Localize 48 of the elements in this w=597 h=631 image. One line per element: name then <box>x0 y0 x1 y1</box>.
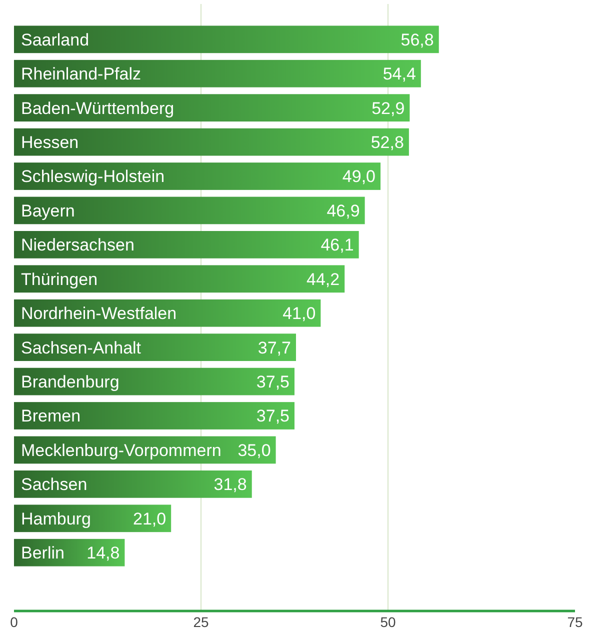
y-tick-label: Rheinland-Pfalz <box>21 64 142 84</box>
y-tick-label: Niedersachsen <box>21 236 134 255</box>
data-label: 37,5 <box>256 372 290 392</box>
bar <box>14 230 359 258</box>
bar <box>14 402 294 430</box>
y-tick-label: Sachsen <box>21 475 88 494</box>
data-label: 54,4 <box>382 64 416 84</box>
y-tick-label: Brandenburg <box>21 372 120 392</box>
y-tick-label: Schleswig-Holstein <box>21 167 165 186</box>
data-label: 56,8 <box>400 30 434 50</box>
x-tick-label: 75 <box>567 614 583 630</box>
y-tick-label: Hessen <box>21 132 79 152</box>
data-label: 21,0 <box>132 509 166 528</box>
data-label: 49,0 <box>342 167 376 186</box>
data-label: 37,7 <box>258 338 291 358</box>
bar <box>14 60 421 88</box>
data-label: 31,8 <box>214 475 247 494</box>
bar <box>14 162 381 190</box>
bar <box>14 196 365 224</box>
y-tick-label: Bremen <box>21 406 81 426</box>
data-label: 41,0 <box>282 304 316 324</box>
data-label: 46,9 <box>326 201 360 220</box>
data-label: 52,9 <box>372 98 405 118</box>
y-tick-label: Bayern <box>21 201 75 220</box>
data-label: 46,1 <box>320 236 354 255</box>
y-tick-label: Hamburg <box>21 509 91 528</box>
y-tick-label: Nordrhein-Westfalen <box>21 304 177 324</box>
bar <box>14 94 410 122</box>
y-tick-label: Sachsen-Anhalt <box>21 338 142 358</box>
y-tick-label: Baden-Württemberg <box>21 98 174 118</box>
y-tick-label: Saarland <box>21 30 90 50</box>
data-label: 35,0 <box>238 440 271 460</box>
bar <box>14 470 252 498</box>
x-tick-label: 0 <box>10 614 18 630</box>
data-label: 44,2 <box>306 270 340 289</box>
data-label: 37,5 <box>256 406 290 426</box>
bar <box>14 368 294 396</box>
data-label: 14,8 <box>86 544 120 563</box>
bar <box>14 128 409 156</box>
bar <box>14 265 345 293</box>
data-label: 52,8 <box>370 132 404 152</box>
x-tick-label: 25 <box>193 614 209 630</box>
bar <box>14 26 439 54</box>
y-tick-label: Berlin <box>21 544 64 563</box>
x-tick-label: 50 <box>380 614 396 630</box>
y-tick-label: Thüringen <box>21 270 98 289</box>
bar <box>14 334 296 362</box>
y-tick-label: Mecklenburg-Vorpommern <box>21 440 222 460</box>
